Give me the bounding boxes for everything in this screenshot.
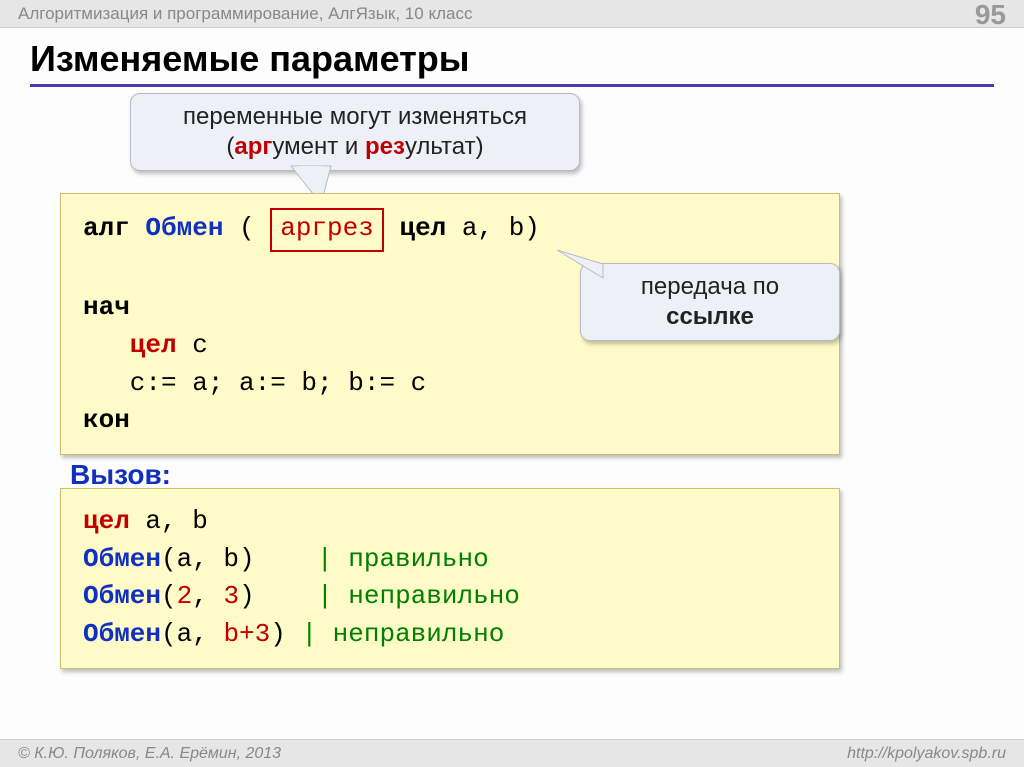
argres-box: аргрез [270, 208, 384, 252]
callout-tail-icon [553, 250, 603, 280]
footer-right: http://kpolyakov.spb.ru [847, 745, 1006, 763]
page-title: Изменяемые параметры [30, 38, 994, 87]
footer-left: © К.Ю. Поляков, Е.А. Ерёмин, 2013 [18, 745, 281, 763]
code-call-examples: цел a, b Обмен(a, b) | правильно Обмен(2… [60, 488, 840, 669]
callout-variables: переменные могут изменяться (аргумент и … [130, 93, 580, 171]
footer-bar: © К.Ю. Поляков, Е.А. Ерёмин, 2013 http:/… [0, 739, 1024, 767]
callout2-line1: передача по [603, 272, 817, 302]
callout2-line2: ссылке [603, 302, 817, 332]
callout1-line2: (аргумент и результат) [153, 132, 557, 162]
callout-by-reference: передача по ссылке [580, 263, 840, 341]
header-text: Алгоритмизация и программирование, АлгЯз… [18, 4, 472, 24]
call-label: Вызов: [70, 459, 171, 491]
page-number: 95 [975, 0, 1006, 30]
callout1-line1: переменные могут изменяться [153, 102, 557, 132]
header-bar: Алгоритмизация и программирование, АлгЯз… [0, 0, 1024, 28]
